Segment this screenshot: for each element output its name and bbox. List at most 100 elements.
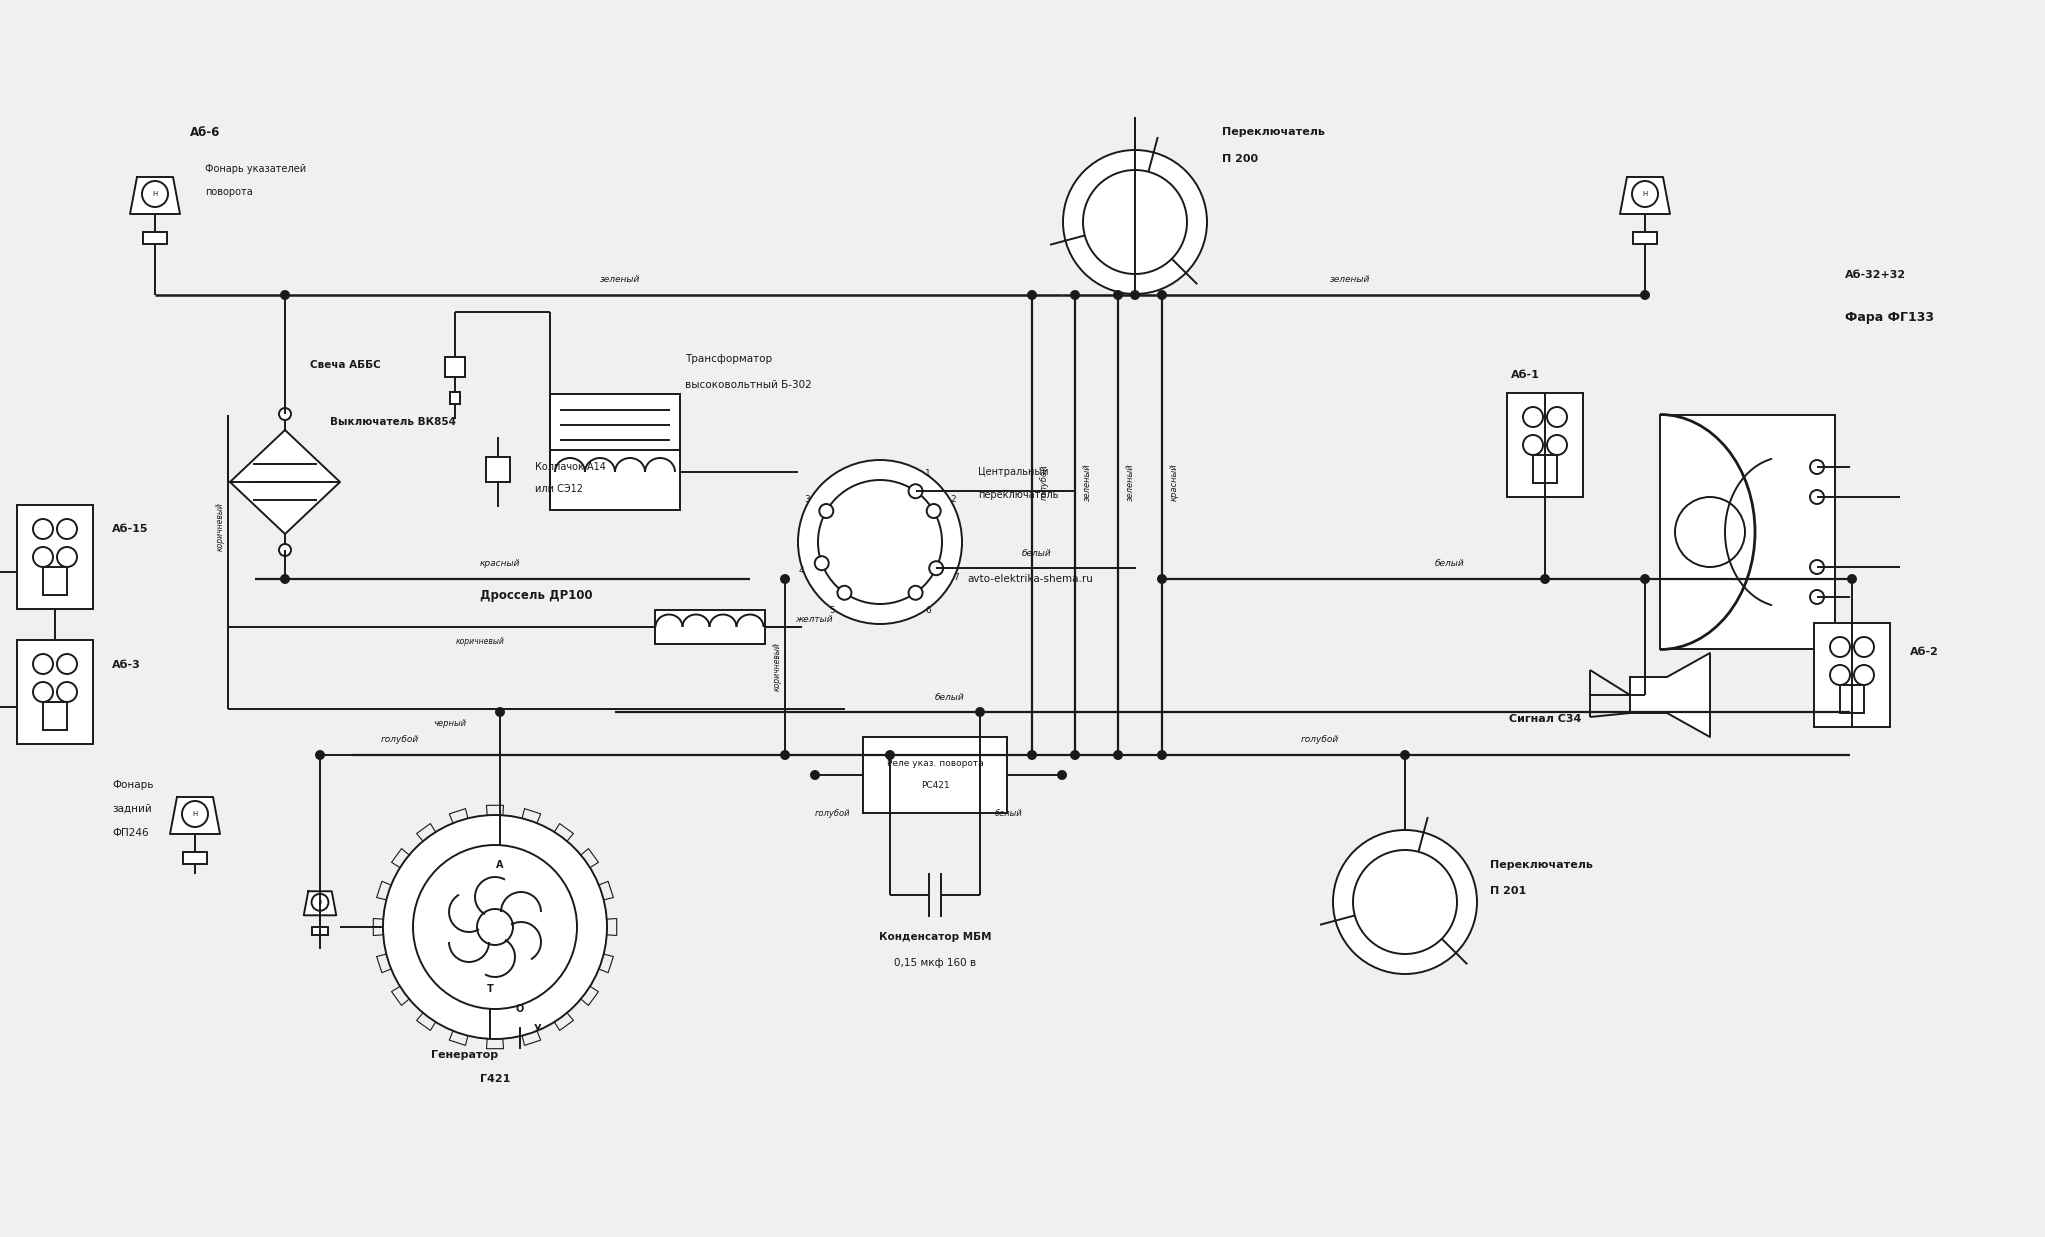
Circle shape — [975, 708, 984, 716]
Text: 3: 3 — [804, 496, 810, 505]
Circle shape — [33, 520, 53, 539]
Circle shape — [1157, 751, 1166, 760]
Circle shape — [1057, 771, 1065, 779]
Circle shape — [1072, 751, 1080, 760]
Circle shape — [1810, 560, 1824, 574]
Circle shape — [798, 460, 961, 623]
Circle shape — [1855, 666, 1873, 685]
Text: 7: 7 — [953, 573, 959, 581]
Circle shape — [1640, 575, 1648, 583]
Circle shape — [1115, 291, 1123, 299]
Bar — [43, 567, 67, 595]
Text: красный: красный — [1170, 463, 1180, 501]
Circle shape — [278, 544, 290, 555]
Text: Свеча АББС: Свеча АББС — [311, 360, 380, 370]
Text: голубой: голубой — [380, 736, 419, 745]
Text: 5: 5 — [828, 606, 834, 615]
Text: 2: 2 — [951, 496, 955, 505]
Text: H: H — [192, 811, 198, 816]
Text: H: H — [1642, 190, 1648, 197]
Circle shape — [1632, 181, 1658, 207]
Text: Переключатель: Переключатель — [1223, 127, 1325, 137]
Bar — [182, 852, 207, 863]
Circle shape — [1115, 751, 1123, 760]
Circle shape — [781, 751, 789, 760]
Circle shape — [497, 708, 503, 716]
Circle shape — [1640, 291, 1648, 299]
Text: Колпачок А14: Колпачок А14 — [536, 461, 605, 473]
Bar — [654, 610, 765, 644]
Circle shape — [141, 181, 168, 207]
Text: Генератор: Генератор — [431, 1050, 499, 1060]
Text: Аб-1: Аб-1 — [1511, 370, 1540, 380]
Text: ФП246: ФП246 — [112, 828, 149, 837]
Polygon shape — [131, 177, 180, 214]
Text: H: H — [153, 190, 157, 197]
Circle shape — [885, 751, 894, 760]
Text: белый: белый — [1436, 559, 1464, 569]
Circle shape — [926, 503, 941, 518]
Circle shape — [182, 802, 209, 828]
Circle shape — [476, 909, 513, 945]
Text: Центральный: Центральный — [978, 468, 1049, 477]
Text: Фонарь: Фонарь — [112, 781, 153, 790]
Circle shape — [1675, 497, 1744, 567]
Text: Аб-32+32: Аб-32+32 — [1845, 270, 1906, 280]
Text: Переключатель: Переключатель — [1491, 860, 1593, 870]
Text: зеленый: зеленый — [1084, 463, 1092, 501]
Circle shape — [413, 845, 577, 1009]
Circle shape — [1333, 830, 1476, 974]
Circle shape — [317, 751, 323, 760]
Text: зеленый: зеленый — [1329, 275, 1370, 283]
Circle shape — [33, 682, 53, 703]
Circle shape — [814, 557, 828, 570]
Circle shape — [1157, 575, 1166, 583]
Text: Аб-15: Аб-15 — [112, 524, 149, 534]
Text: Аб-6: Аб-6 — [190, 125, 221, 139]
Text: avto-elektrika-shema.ru: avto-elektrika-shema.ru — [967, 574, 1092, 584]
Text: задний: задний — [112, 804, 151, 814]
Bar — [43, 703, 67, 730]
Text: Сигнал С34: Сигнал С34 — [1509, 714, 1581, 724]
Text: О: О — [515, 1004, 524, 1014]
Text: белый: белый — [1020, 549, 1051, 558]
Circle shape — [1546, 435, 1566, 455]
Text: Т: Т — [487, 983, 493, 995]
Circle shape — [1830, 666, 1851, 685]
Text: черный: черный — [434, 719, 466, 727]
Text: зеленый: зеленый — [1127, 463, 1135, 501]
Circle shape — [1157, 291, 1166, 299]
Circle shape — [278, 408, 290, 421]
Bar — [1534, 455, 1556, 482]
Circle shape — [820, 503, 832, 518]
Bar — [550, 395, 681, 510]
Circle shape — [1810, 490, 1824, 503]
Circle shape — [1849, 575, 1857, 583]
Polygon shape — [305, 891, 335, 915]
Circle shape — [57, 547, 78, 567]
Text: зеленый: зеленый — [599, 275, 640, 283]
Circle shape — [781, 575, 789, 583]
Text: белый: белый — [935, 693, 965, 701]
Circle shape — [1029, 291, 1037, 299]
Text: поворота: поворота — [204, 187, 254, 197]
Bar — [16, 505, 92, 609]
Text: 0,15 мкф 160 в: 0,15 мкф 160 в — [894, 957, 975, 969]
Circle shape — [1354, 850, 1456, 954]
Bar — [143, 233, 168, 244]
Bar — [487, 456, 509, 482]
Polygon shape — [1630, 653, 1710, 737]
Circle shape — [1029, 751, 1037, 760]
Text: желтый: желтый — [796, 615, 832, 623]
Circle shape — [311, 894, 329, 910]
Circle shape — [1810, 460, 1824, 474]
Bar — [16, 640, 92, 743]
Text: Фара ФГ133: Фара ФГ133 — [1845, 310, 1935, 324]
Bar — [1634, 233, 1656, 244]
Circle shape — [33, 654, 53, 674]
Circle shape — [812, 771, 818, 779]
Circle shape — [1546, 407, 1566, 427]
Bar — [1814, 623, 1890, 727]
Text: Реле указ. поворота: Реле указ. поворота — [888, 758, 984, 767]
Bar — [1507, 393, 1583, 497]
